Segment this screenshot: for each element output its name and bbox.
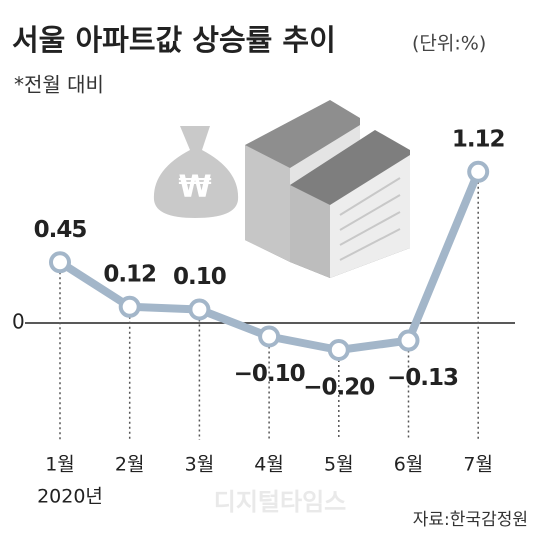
- value-label: −0.20: [303, 375, 374, 401]
- chart-title: 서울 아파트값 상승률 추이: [12, 23, 336, 57]
- value-label: −0.13: [387, 365, 458, 391]
- watermark: 디지털타임스: [214, 488, 346, 516]
- x-tick-label: 7월: [463, 454, 493, 476]
- source: 자료:한국감정원: [413, 510, 528, 530]
- data-point: [327, 339, 350, 361]
- year-label: 2020년: [37, 486, 103, 508]
- y-tick-label: 0: [12, 310, 25, 334]
- value-label: 1.12: [452, 126, 505, 152]
- money-bag-icon: ₩: [153, 126, 239, 218]
- x-tick-label: 1월: [45, 454, 75, 476]
- data-point: [118, 295, 141, 318]
- x-tick-label: 3월: [185, 454, 215, 476]
- x-tick-label: 5월: [324, 454, 354, 476]
- data-point: [397, 329, 420, 352]
- x-tick-label: 6월: [394, 454, 424, 476]
- svg-text:₩: ₩: [178, 170, 211, 205]
- data-point: [188, 298, 211, 321]
- data-point: [49, 251, 71, 274]
- value-label: 0.45: [34, 217, 87, 243]
- x-tick-label: 4월: [254, 454, 284, 476]
- building-illustration: [245, 100, 410, 278]
- x-tick-label: 2월: [115, 454, 145, 476]
- data-point: [467, 160, 490, 183]
- value-label: 0.10: [173, 264, 226, 290]
- data-point: [258, 325, 281, 348]
- unit-label: (단위:%): [412, 33, 486, 55]
- value-label: −0.10: [234, 361, 305, 387]
- subtitle: *전월 대비: [14, 73, 104, 97]
- value-label: 0.12: [103, 261, 156, 287]
